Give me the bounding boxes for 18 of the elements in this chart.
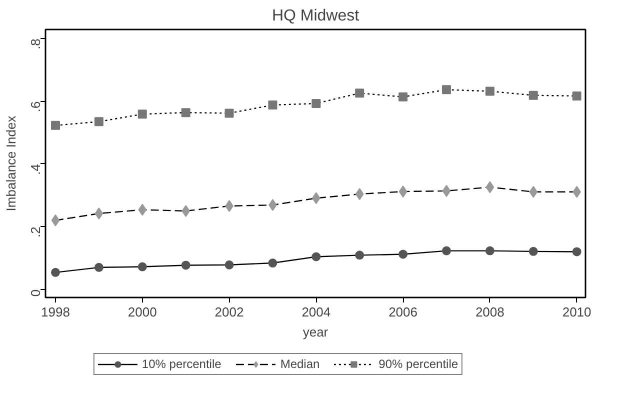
y-tick-label: 0 <box>28 289 43 297</box>
legend-label: 90% percentile <box>378 357 458 371</box>
legend-label: Median <box>280 357 320 371</box>
x-axis-title: year <box>302 324 329 340</box>
x-tick-label: 1998 <box>41 304 70 320</box>
x-tick-label: 2006 <box>388 304 418 320</box>
y-tick-label: .8 <box>28 38 43 50</box>
x-tick-label: 2004 <box>302 304 331 320</box>
legend-label: 10% percentile <box>142 357 222 371</box>
x-tick-label: 2008 <box>475 304 504 320</box>
chart-title: HQ Midwest <box>272 8 360 24</box>
y-tick-label: .2 <box>28 226 43 238</box>
x-tick-label: 2002 <box>214 304 244 320</box>
x-tick-label: 2010 <box>562 304 592 320</box>
y-tick-label: .6 <box>28 101 43 112</box>
y-tick-label: .4 <box>28 164 43 175</box>
y-axis-title: Imbalance Index <box>4 115 18 212</box>
x-tick-label: 2000 <box>128 304 157 320</box>
